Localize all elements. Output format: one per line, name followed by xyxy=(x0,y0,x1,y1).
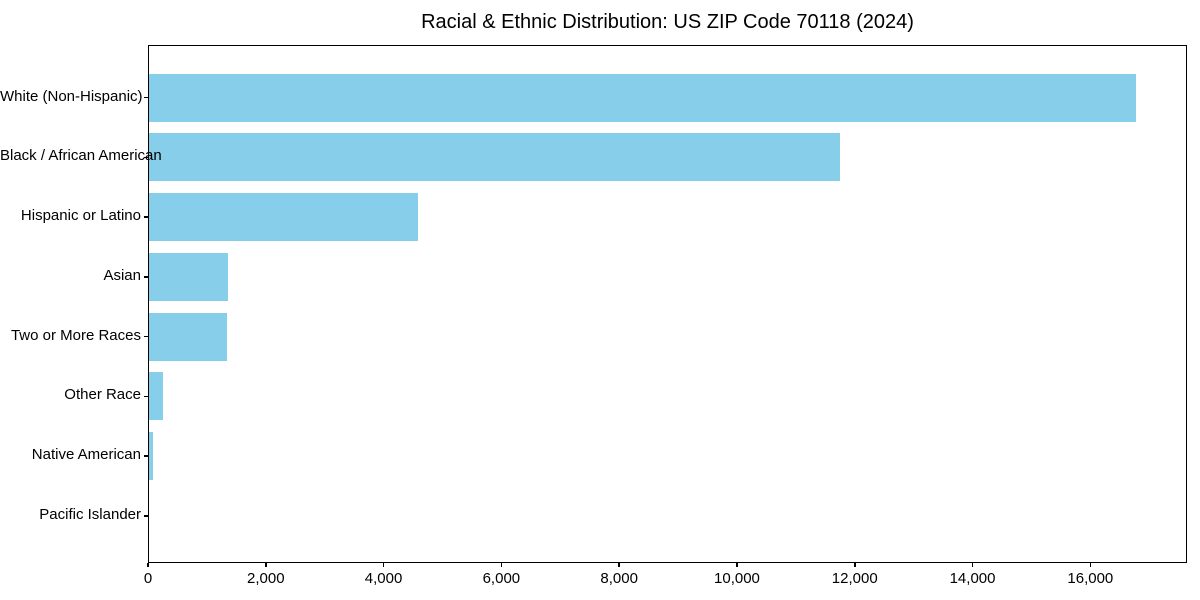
y-axis-label-native-american: Native American xyxy=(31,446,141,464)
x-tick-4-000 xyxy=(382,563,385,567)
chart-title: Racial & Ethnic Distribution: US ZIP Cod… xyxy=(421,11,914,33)
bar-black-african-american xyxy=(149,133,840,182)
x-axis-label-0: 0 xyxy=(143,570,153,587)
x-axis-label-8-000: 8,000 xyxy=(600,570,638,587)
bar-two-or-more-races xyxy=(149,312,227,361)
y-tick-white-non-hispanic xyxy=(143,96,148,99)
x-tick-12-000 xyxy=(854,563,856,567)
x-tick-2-000 xyxy=(265,563,267,567)
y-tick-two-or-more-races xyxy=(143,335,148,338)
y-axis-label-two-or-more-races: Two or More Races xyxy=(10,326,141,344)
y-axis-label-hispanic-or-latino: Hispanic or Latino xyxy=(20,207,141,225)
x-tick-6-000 xyxy=(500,563,503,567)
y-tick-pacific-islander xyxy=(143,515,148,517)
y-axis-label-white-non-hispanic: White (Non-Hispanic) xyxy=(0,87,143,105)
y-tick-asian xyxy=(143,276,148,278)
x-axis-label-10-000: 10,000 xyxy=(714,570,760,587)
y-axis-label-asian: Asian xyxy=(103,266,141,284)
y-tick-hispanic-or-latino xyxy=(143,216,148,218)
x-tick-8-000 xyxy=(618,563,620,567)
plot-area xyxy=(143,45,1187,563)
x-tick-14-000 xyxy=(971,563,974,567)
y-axis-label-black-african-american: Black / African American xyxy=(0,147,162,165)
x-tick-0 xyxy=(147,563,149,567)
bar-native-american xyxy=(149,432,154,481)
y-axis-label-other-race: Other Race xyxy=(64,386,141,404)
x-tick-10-000 xyxy=(736,563,738,567)
y-tick-black-african-american xyxy=(143,156,148,159)
x-tick-16-000 xyxy=(1089,563,1092,567)
y-tick-native-american xyxy=(143,455,148,457)
y-tick-other-race xyxy=(143,395,148,398)
x-axis-label-4-000: 4,000 xyxy=(364,570,403,587)
bar-white-non-hispanic xyxy=(149,73,1136,122)
y-axis-label-pacific-islander: Pacific Islander xyxy=(39,505,141,523)
x-axis-label-12-000: 12,000 xyxy=(831,570,878,587)
x-axis-label-14-000: 14,000 xyxy=(949,570,996,587)
x-axis-label-2-000: 2,000 xyxy=(247,570,285,587)
bar-hispanic-or-latino xyxy=(149,193,418,242)
x-axis-label-16-000: 16,000 xyxy=(1067,570,1114,587)
bar-other-race xyxy=(149,372,164,421)
x-axis-label-6-000: 6,000 xyxy=(482,570,521,587)
bar-asian xyxy=(149,252,228,301)
